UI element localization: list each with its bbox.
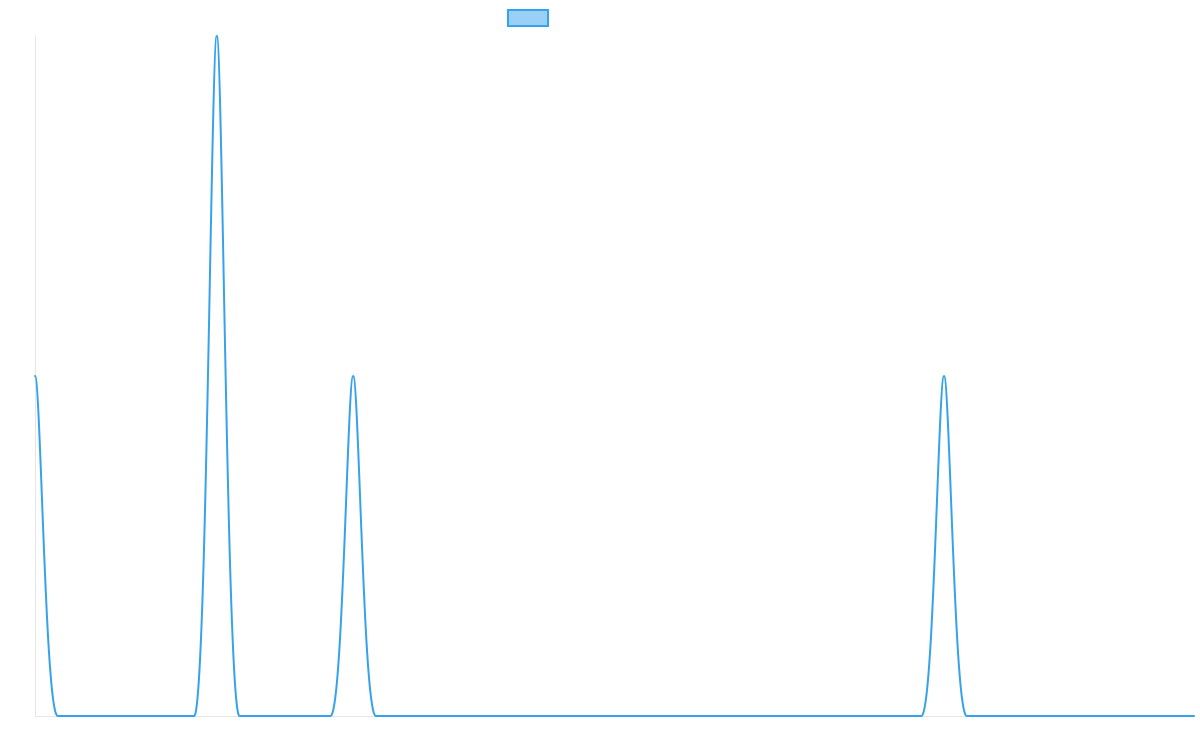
legend-swatch[interactable] bbox=[507, 9, 549, 27]
series-group bbox=[34, 35, 1195, 717]
series-line-0[interactable] bbox=[34, 35, 1195, 717]
